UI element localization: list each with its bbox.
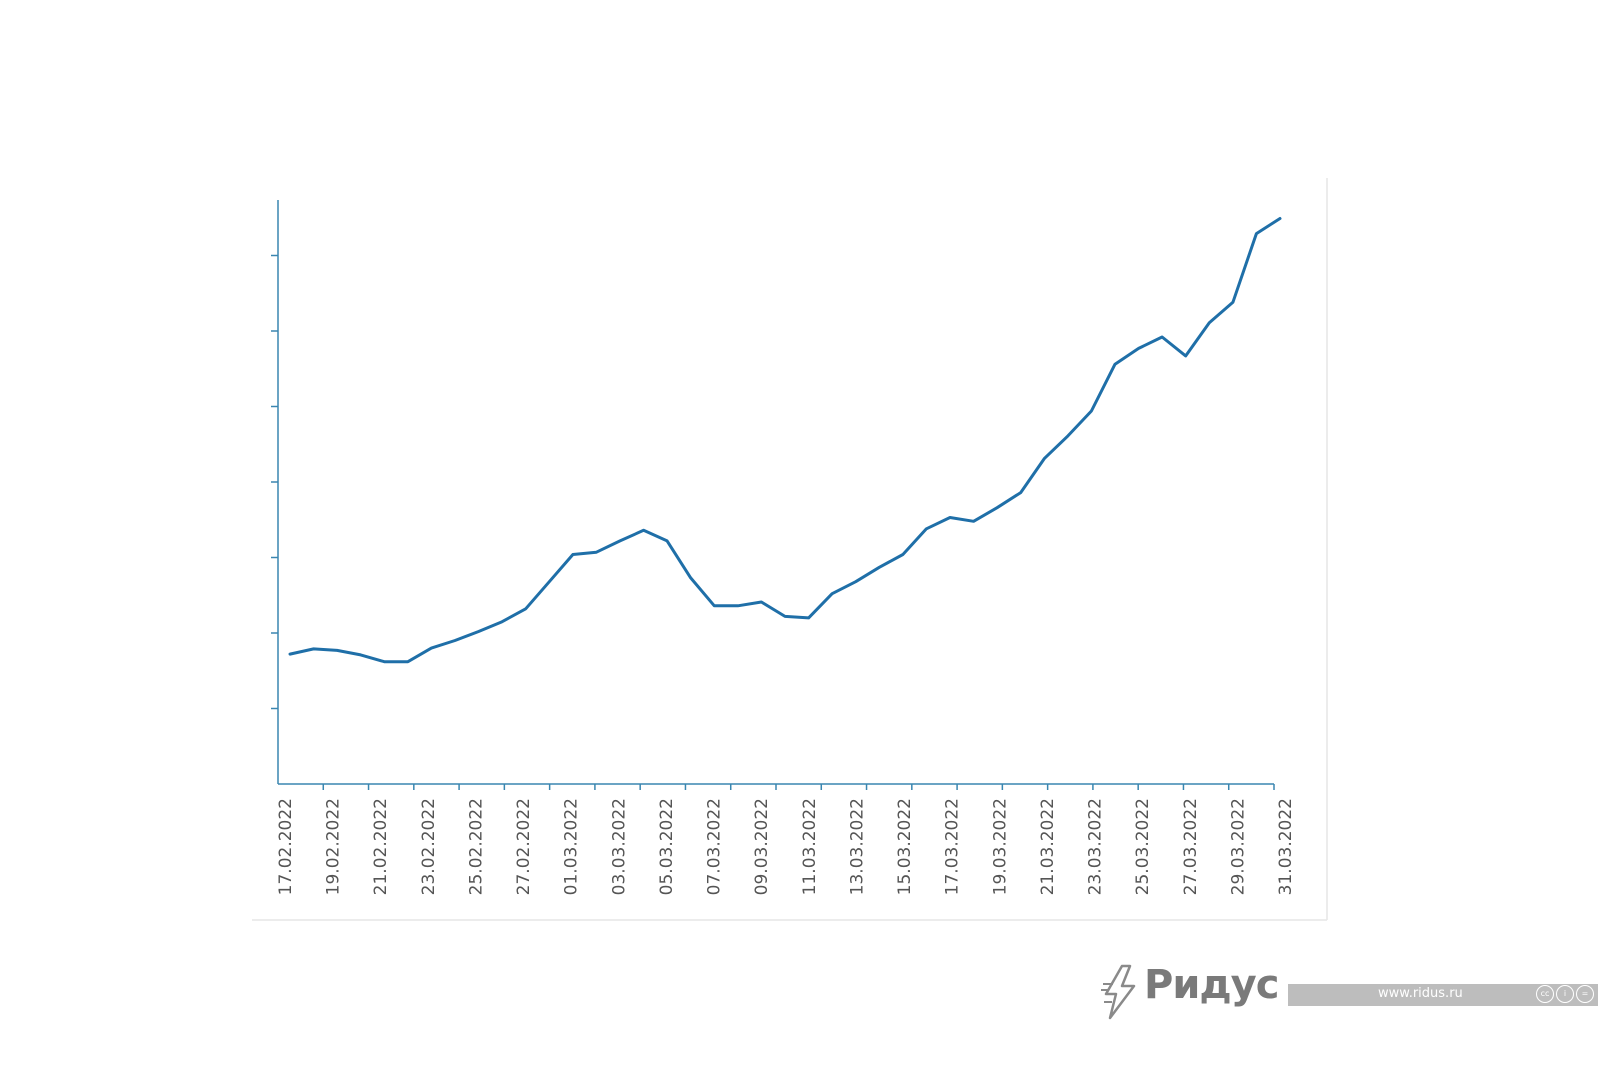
x-tick-label: 21.02.2022 <box>371 798 391 895</box>
watermark: Ридус www.ridus.ru cc i = <box>1100 962 1600 1020</box>
brand-name: Ридус <box>1144 962 1279 1008</box>
series-line <box>288 217 1282 664</box>
x-tick-label: 25.03.2022 <box>1133 798 1153 895</box>
x-tick-label: 19.03.2022 <box>990 798 1010 895</box>
x-tick-label: 07.03.2022 <box>705 798 725 895</box>
y-ticks <box>271 254 278 710</box>
x-ticks <box>322 784 1275 790</box>
by-icon: i <box>1556 985 1574 1003</box>
x-tick-label: 25.02.2022 <box>466 798 486 895</box>
series-group <box>288 217 1282 664</box>
x-tick-label: 11.03.2022 <box>800 798 820 895</box>
x-tick-label: 23.02.2022 <box>419 798 439 895</box>
x-tick-label: 21.03.2022 <box>1038 798 1058 895</box>
x-tick-label: 17.02.2022 <box>276 798 296 895</box>
x-tick-label: 01.03.2022 <box>562 798 582 895</box>
url-bar: www.ridus.ru cc i = <box>1288 984 1598 1006</box>
x-tick-label: 31.03.2022 <box>1276 798 1296 895</box>
site-url: www.ridus.ru <box>1378 986 1463 1001</box>
x-tick-label: 17.03.2022 <box>943 798 963 895</box>
x-tick-label: 27.03.2022 <box>1181 798 1201 895</box>
x-tick-label: 19.02.2022 <box>324 798 344 895</box>
x-tick-label: 29.03.2022 <box>1228 798 1248 895</box>
lightning-logo-icon <box>1101 964 1136 1020</box>
x-tick-label: 03.03.2022 <box>609 798 629 895</box>
x-tick-label: 23.03.2022 <box>1086 798 1106 895</box>
x-tick-label: 05.03.2022 <box>657 798 677 895</box>
axes <box>277 200 1274 785</box>
cc-icon: cc <box>1536 985 1554 1003</box>
x-tick-labels: 17.02.2022 19.02.2022 21.02.2022 23.02.2022… <box>276 798 1296 895</box>
x-tick-label: 27.02.2022 <box>514 798 534 895</box>
x-tick-label: 15.03.2022 <box>895 798 915 895</box>
x-tick-label: 09.03.2022 <box>752 798 772 895</box>
nd-icon: = <box>1576 985 1594 1003</box>
x-tick-label: 13.03.2022 <box>847 798 867 895</box>
license-icons: cc i = <box>1536 985 1594 1003</box>
